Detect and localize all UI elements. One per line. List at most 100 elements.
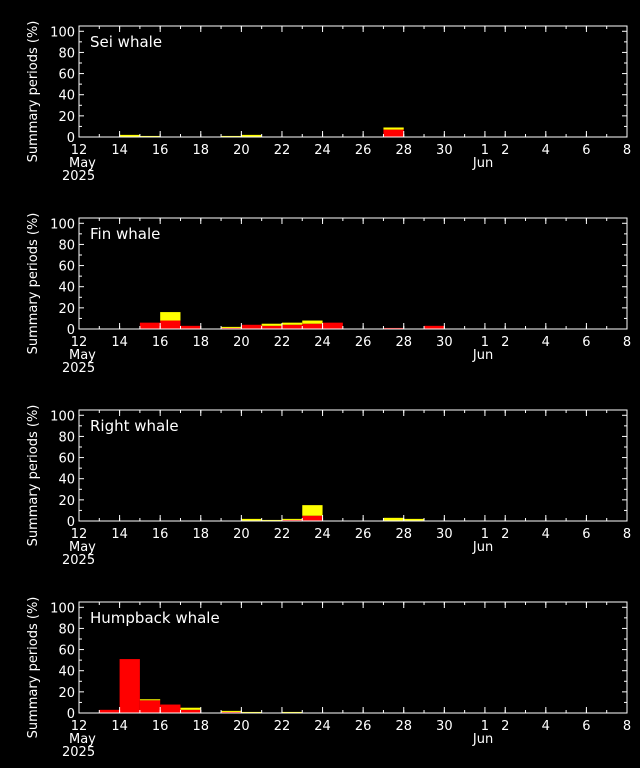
x-year-label: 2025 — [62, 553, 95, 568]
bar-series1-2025-05-23 — [302, 515, 323, 521]
y-tick-label: 60 — [58, 644, 75, 659]
y-tick-label: 0 — [67, 131, 75, 146]
y-tick-label: 0 — [67, 515, 75, 530]
y-tick-label: 20 — [58, 302, 75, 317]
x-year-label: 2025 — [62, 169, 95, 184]
bar-series2-2025-05-28 — [403, 518, 425, 521]
y-tick-label: 80 — [58, 238, 75, 253]
x-tick-label: 26 — [355, 143, 372, 158]
x-tick-label: 16 — [152, 143, 169, 158]
bar-series1-2025-05-13 — [99, 709, 120, 713]
x-tick-label: 20 — [233, 719, 250, 734]
x-tick-label: 22 — [274, 719, 291, 734]
x-tick-label: 1 — [481, 527, 489, 542]
chart-title: Sei whale — [90, 33, 162, 51]
bar-series2-2025-05-20 — [241, 134, 262, 137]
bar-series1-2025-05-23 — [302, 323, 323, 329]
x-tick-label: 26 — [355, 527, 372, 542]
x-tick-label: 22 — [274, 527, 291, 542]
x-tick-label: 18 — [193, 719, 210, 734]
bar-series2-2025-05-22 — [281, 518, 303, 520]
x-tick-label: 6 — [582, 143, 590, 158]
bar-series1-2025-05-27 — [383, 327, 404, 329]
x-year-label: 2025 — [62, 745, 95, 760]
plot-frame — [78, 601, 628, 714]
y-axis-label: Summary periods (%) — [26, 405, 41, 547]
x-tick-label: 6 — [582, 527, 590, 542]
bar-series1-2025-05-17 — [180, 709, 201, 713]
x-tick-label: 18 — [193, 527, 210, 542]
bar-series1-2025-05-24 — [322, 322, 343, 329]
x-tick-label: 6 — [582, 719, 590, 734]
x-tick-label: 14 — [111, 527, 128, 542]
y-tick-label: 60 — [58, 452, 75, 467]
x-tick-label: 4 — [542, 335, 550, 350]
x-tick-label: 20 — [233, 527, 250, 542]
y-axis-label: Summary periods (%) — [26, 21, 41, 163]
x-tick-label: 28 — [395, 143, 412, 158]
x-month-label: May — [69, 348, 96, 363]
y-tick-label: 100 — [50, 601, 75, 616]
x-tick-label: 20 — [233, 143, 250, 158]
x-tick-label: 2 — [501, 527, 509, 542]
x-tick-label: 24 — [314, 143, 331, 158]
plot-frame — [78, 409, 628, 522]
bar-series2-2025-05-23 — [302, 505, 323, 516]
x-year-label: 2025 — [62, 361, 95, 376]
chart-title: Right whale — [90, 417, 179, 435]
bar-series2-2025-05-23 — [302, 320, 323, 324]
x-tick-label: 12 — [71, 527, 88, 542]
x-tick-label: 16 — [152, 719, 169, 734]
y-tick-label: 80 — [58, 622, 75, 637]
x-tick-label: 8 — [623, 335, 631, 350]
x-month-label: May — [69, 540, 96, 555]
bar-series2-2025-05-19 — [221, 135, 242, 137]
x-tick-label: 14 — [111, 143, 128, 158]
x-month-label: May — [69, 156, 96, 171]
x-tick-label: 2 — [501, 335, 509, 350]
x-tick-label: 16 — [152, 335, 169, 350]
x-tick-label: 30 — [436, 143, 453, 158]
bar-series2-2025-05-27 — [383, 517, 404, 521]
x-tick-label: 22 — [274, 335, 291, 350]
x-tick-label: 24 — [314, 527, 331, 542]
y-tick-label: 100 — [50, 25, 75, 40]
x-tick-label: 12 — [71, 719, 88, 734]
bar-series2-2025-05-21 — [261, 519, 282, 521]
x-tick-label: 14 — [111, 335, 128, 350]
x-tick-label: 8 — [623, 527, 631, 542]
x-tick-label: 2 — [501, 143, 509, 158]
x-month-label: Jun — [472, 732, 493, 747]
y-tick-label: 0 — [67, 707, 75, 722]
y-tick-label: 40 — [58, 89, 75, 104]
y-tick-label: 0 — [67, 323, 75, 338]
y-tick-label: 80 — [58, 46, 75, 61]
bar-series2-2025-05-15 — [139, 135, 161, 137]
bar-series2-2025-05-15 — [139, 699, 161, 701]
bar-series2-2025-05-20 — [241, 518, 262, 521]
y-tick-label: 100 — [50, 409, 75, 424]
x-tick-label: 20 — [233, 335, 250, 350]
x-month-label: Jun — [472, 348, 493, 363]
x-tick-label: 24 — [314, 335, 331, 350]
x-tick-label: 8 — [623, 719, 631, 734]
bar-series1-2025-05-20 — [241, 324, 262, 329]
y-tick-label: 60 — [58, 68, 75, 83]
bar-series2-2025-05-27 — [383, 127, 404, 130]
x-month-label: Jun — [472, 540, 493, 555]
x-tick-label: 1 — [481, 719, 489, 734]
y-tick-label: 60 — [58, 260, 75, 275]
x-tick-label: 18 — [193, 335, 210, 350]
bar-series1-2025-05-21 — [261, 325, 282, 329]
x-month-label: May — [69, 732, 96, 747]
y-tick-label: 20 — [58, 494, 75, 509]
x-tick-label: 30 — [436, 527, 453, 542]
x-tick-label: 22 — [274, 143, 291, 158]
bar-series1-2025-05-29 — [424, 325, 445, 329]
y-tick-label: 20 — [58, 110, 75, 125]
x-tick-label: 18 — [193, 143, 210, 158]
chart-title: Fin whale — [90, 225, 160, 243]
